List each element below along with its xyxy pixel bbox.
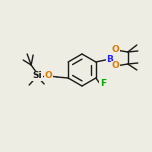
Text: O: O <box>112 45 120 55</box>
Text: Si: Si <box>32 71 42 81</box>
Text: F: F <box>100 79 106 88</box>
Text: O: O <box>44 71 52 79</box>
Text: B: B <box>106 55 113 64</box>
Text: O: O <box>112 62 120 71</box>
